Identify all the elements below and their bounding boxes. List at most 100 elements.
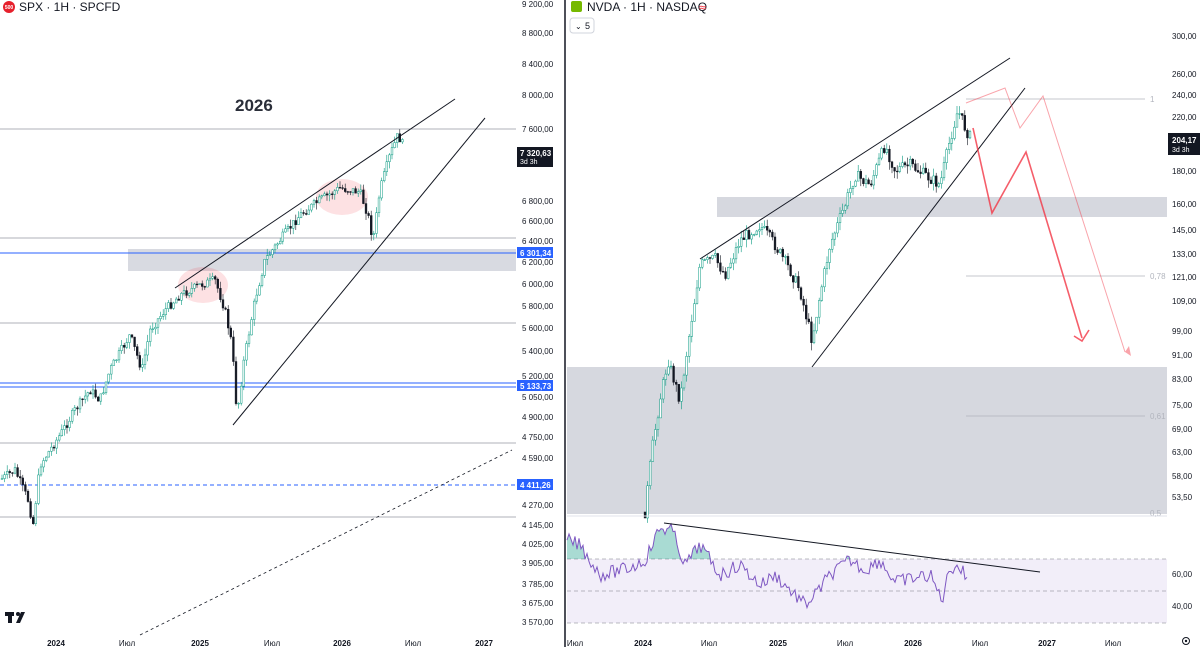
tradingview-logo-icon[interactable]: TV [0, 0, 25, 623]
candle-body [159, 316, 162, 320]
candle-body [323, 193, 326, 196]
candle-body [870, 183, 873, 186]
spx-price-axis-label: 3 675,00 [522, 599, 554, 608]
candle-body [968, 131, 972, 139]
candle-body [271, 249, 274, 255]
candle-body [851, 185, 855, 189]
nvda-chart-pane[interactable]: 1 0,78 0,61 0,5 NVDA · 1H · NASDAQ ≈ ⌄ 5… [566, 0, 1200, 647]
spx-upper-trendline [174, 98, 456, 289]
candle-body [823, 268, 826, 288]
candle-body [401, 139, 404, 143]
nvda-price-axis-label: 69,00 [1172, 425, 1193, 434]
candle-body [198, 283, 201, 285]
spx-time-axis-label: 2027 [475, 639, 493, 647]
candle-body [792, 275, 795, 283]
candle-body [180, 293, 183, 301]
candle-body [133, 336, 136, 347]
candle-body [388, 154, 391, 162]
candle-body [682, 374, 686, 389]
spx-price-axis-label: 3 905,00 [522, 559, 554, 568]
nvda-time-axis[interactable]: Июл 2024 Июл 2025 Июл 2026 Июл 2027 Июл [567, 639, 1122, 647]
gear-icon[interactable] [1182, 637, 1190, 645]
candle-body [3, 474, 6, 479]
candle-body [945, 149, 948, 163]
candle-body [927, 172, 930, 181]
spx-annotation-2026[interactable]: 2026 [235, 96, 273, 115]
candle-body [693, 303, 696, 322]
spx-price-axis[interactable]: 9 200,00 8 800,00 8 400,00 8 000,00 7 600,00… [522, 0, 554, 627]
candle-body [52, 446, 56, 449]
candle-body [71, 410, 74, 422]
candle-body [193, 283, 196, 289]
candle-body [344, 188, 347, 192]
spx-time-axis[interactable]: 2024 Июл 2025 Июл 2026 Июл 2027 [47, 639, 493, 647]
candle-body [929, 179, 933, 184]
candle-body [771, 231, 774, 238]
candle-body [685, 355, 688, 376]
candle-body [667, 366, 670, 375]
candle-body [138, 355, 141, 368]
spx-price-tag-label: 7 320,63 [520, 149, 552, 158]
spx-price-axis-label: 3 785,00 [522, 580, 554, 589]
candle-body [820, 286, 823, 301]
candle-body [349, 191, 352, 193]
candle-body [279, 240, 282, 245]
candle-body [857, 171, 860, 182]
candle-body [214, 276, 217, 280]
candle-body [55, 439, 58, 449]
spx-chart-pane[interactable]: 2026 500 SPX · 1H · SPCFD TV 9 200,00 8 8… [0, 0, 563, 647]
candle-body [240, 385, 243, 404]
candle-body [911, 158, 914, 165]
candle-body [901, 162, 904, 167]
nvda-time-axis-label: Июл [1105, 639, 1122, 647]
candle-body [229, 327, 232, 338]
nvda-price-axis-label: 63,00 [1172, 448, 1193, 457]
candle-body [146, 341, 149, 356]
candle-body [385, 161, 388, 172]
candle-body [880, 148, 883, 159]
candle-body [833, 232, 836, 240]
candle-body [185, 290, 188, 296]
candle-body [24, 484, 27, 492]
spx-lower-trendline [232, 117, 486, 426]
nvda-time-axis-label: 2026 [904, 639, 922, 647]
nvda-price-axis-label: 133,00 [1172, 250, 1197, 259]
gear-icon-center [1184, 639, 1188, 643]
candle-body [383, 171, 386, 181]
candle-body [867, 179, 870, 185]
candle-body [380, 180, 383, 199]
candle-body [351, 188, 355, 193]
candle-body [740, 237, 743, 247]
candle-body [84, 395, 87, 400]
candle-body [372, 233, 375, 235]
candle-body [844, 205, 847, 211]
candle-body [255, 294, 258, 302]
candle-body [208, 278, 212, 281]
spx-symbol-title[interactable]: SPX · 1H · SPCFD [19, 0, 121, 14]
candle-body [906, 164, 909, 167]
candle-body [130, 334, 134, 338]
candle-body [825, 262, 829, 269]
chevron-down-icon: ⌄ [575, 22, 582, 31]
candle-body [776, 249, 779, 253]
rsi-band [567, 559, 1167, 623]
candle-body [201, 283, 204, 287]
candle-body [39, 466, 43, 476]
nvda-extended-hours-icon[interactable]: ≈ [698, 1, 707, 14]
candle-body [232, 336, 235, 362]
candle-body [898, 166, 901, 172]
candle-body [729, 262, 732, 268]
fib-label: 0,78 [1150, 272, 1166, 281]
candle-body [932, 175, 935, 184]
candle-body [286, 226, 290, 230]
candle-body [364, 203, 368, 214]
candle-body [305, 213, 308, 215]
nvda-symbol-title[interactable]: NVDA · 1H · NASDAQ [587, 0, 707, 14]
candle-body [312, 200, 316, 205]
spx-symbol-logo-icon [3, 1, 15, 13]
nvda-price-axis[interactable]: 300,00 260,00 240,00 220,00 180,00 160,00 145,… [1172, 32, 1197, 502]
spx-price-tag [517, 247, 553, 258]
candle-body [104, 381, 108, 394]
collapse-indicators-button[interactable] [569, 17, 595, 34]
